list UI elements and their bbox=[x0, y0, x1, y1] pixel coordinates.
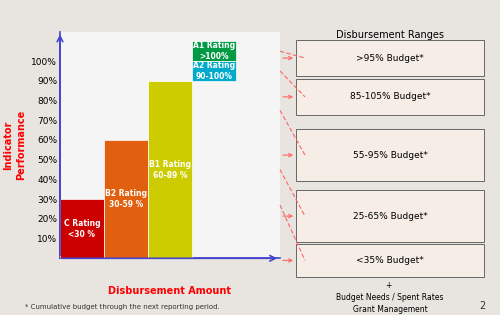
Text: 85-105% Budget*: 85-105% Budget* bbox=[350, 92, 430, 101]
Y-axis label: Indicator
Performance: Indicator Performance bbox=[4, 110, 26, 180]
Text: <35% Budget*: <35% Budget* bbox=[356, 256, 424, 265]
Text: Disbursement Ranges: Disbursement Ranges bbox=[336, 30, 444, 40]
FancyBboxPatch shape bbox=[296, 40, 484, 76]
Text: 25-65% Budget*: 25-65% Budget* bbox=[352, 212, 428, 220]
Text: * Cumulative budget through the next reporting period.: * Cumulative budget through the next rep… bbox=[25, 304, 220, 310]
Text: 2: 2 bbox=[479, 301, 485, 311]
FancyBboxPatch shape bbox=[60, 199, 104, 258]
FancyBboxPatch shape bbox=[296, 190, 484, 243]
Text: 55-95% Budget*: 55-95% Budget* bbox=[352, 151, 428, 160]
FancyBboxPatch shape bbox=[192, 61, 236, 81]
Text: A1 Rating
>100%: A1 Rating >100% bbox=[193, 41, 235, 61]
FancyBboxPatch shape bbox=[148, 81, 192, 258]
FancyBboxPatch shape bbox=[104, 140, 148, 258]
Text: C Rating
<30 %: C Rating <30 % bbox=[64, 219, 100, 239]
FancyBboxPatch shape bbox=[296, 129, 484, 181]
Text: A2 Rating
90-100%: A2 Rating 90-100% bbox=[193, 61, 235, 81]
Text: Disbursement Amount: Disbursement Amount bbox=[108, 286, 232, 296]
FancyBboxPatch shape bbox=[296, 244, 484, 277]
Text: + 
Budget Needs / Spent Rates
Grant Management
External Factors: + Budget Needs / Spent Rates Grant Manag… bbox=[336, 281, 444, 315]
FancyBboxPatch shape bbox=[192, 41, 236, 61]
Text: >95% Budget*: >95% Budget* bbox=[356, 54, 424, 63]
FancyBboxPatch shape bbox=[296, 79, 484, 115]
Text: B2 Rating
30-59 %: B2 Rating 30-59 % bbox=[105, 189, 147, 209]
Text: B1 Rating
60-89 %: B1 Rating 60-89 % bbox=[149, 159, 191, 180]
